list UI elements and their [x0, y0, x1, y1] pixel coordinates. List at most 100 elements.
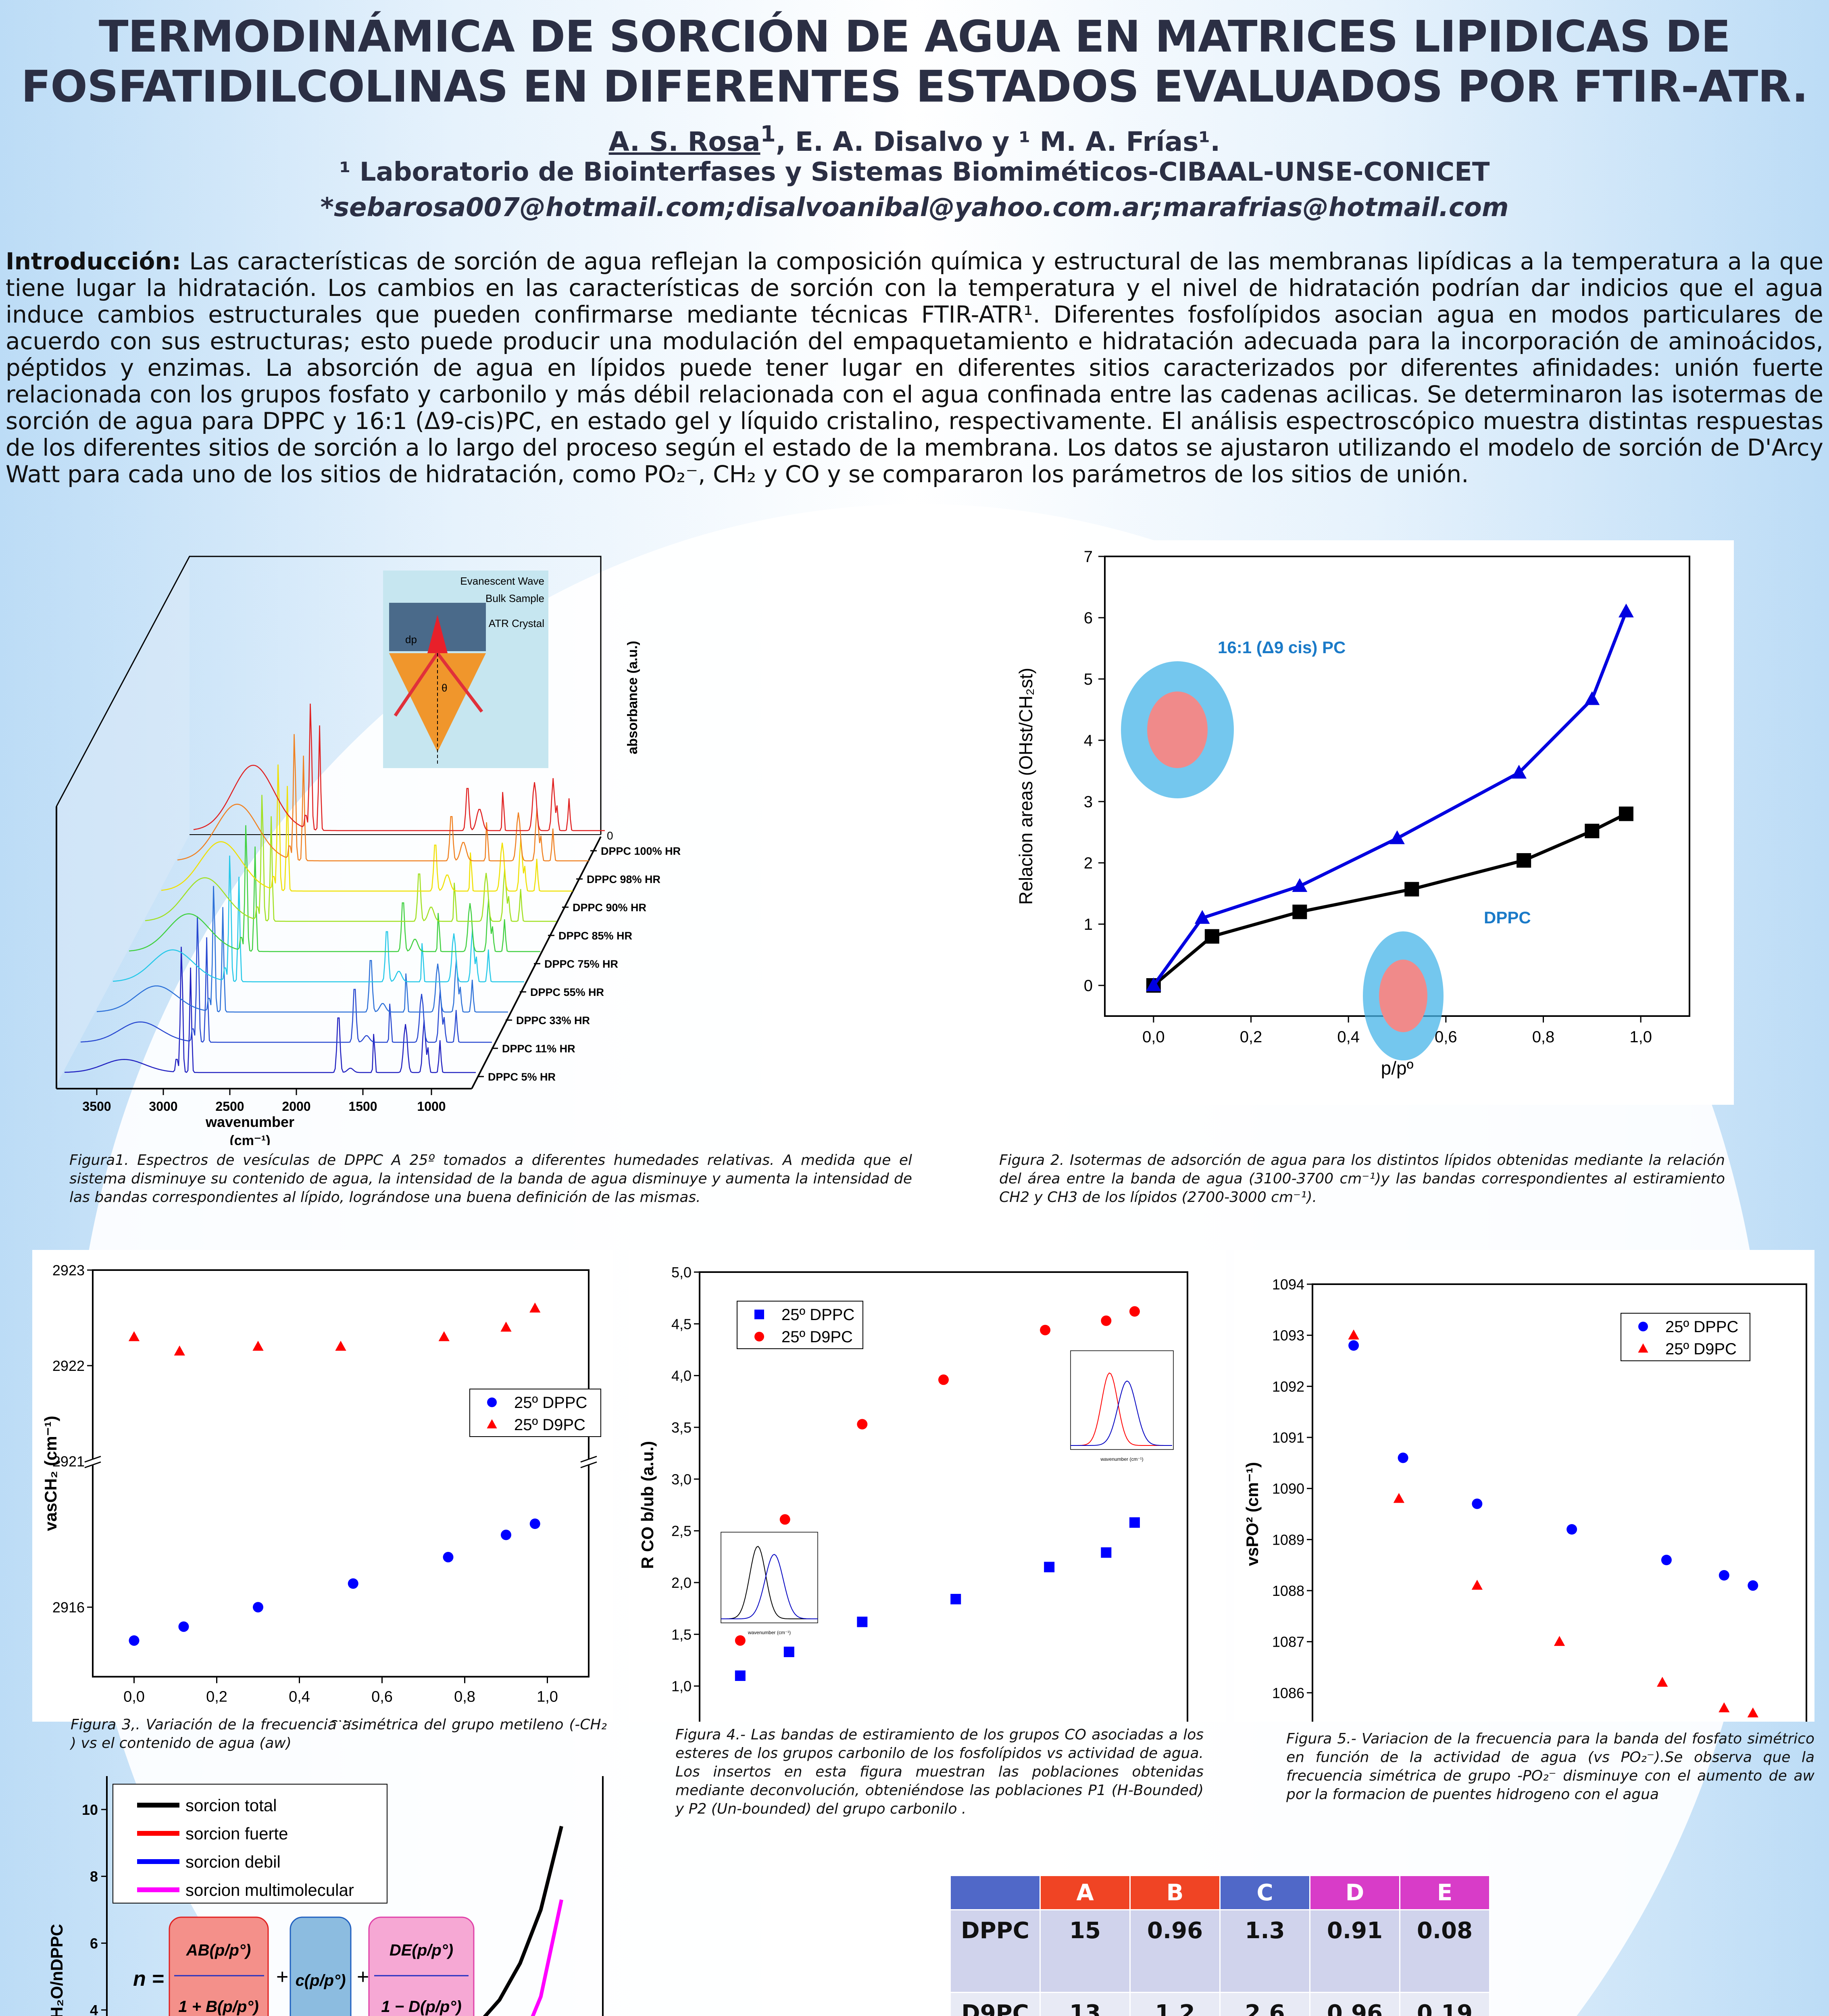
- data-point: [174, 1345, 185, 1356]
- data-point: [1204, 929, 1219, 944]
- spectrum-line: [161, 764, 573, 892]
- deconvolution-inset: wavenumber (cm⁻¹): [1070, 1350, 1174, 1462]
- equation-term2: c(p/p°): [296, 1972, 346, 1989]
- back-wall-frame: [56, 556, 602, 835]
- x-tick-label: 3500: [82, 1099, 111, 1114]
- authors-rest: , E. A. Disalvo y ¹ M. A. Frías¹.: [775, 126, 1221, 157]
- data-point: [1619, 604, 1634, 618]
- legend-label: sorcion debil: [185, 1852, 281, 1871]
- axis-break: [580, 1461, 597, 1468]
- y-tick-label: 2,0: [671, 1574, 692, 1591]
- x-axis-label: wavenumber: [205, 1114, 294, 1130]
- series-label: DPPC 85% HR: [558, 930, 632, 942]
- data-point: [1398, 1452, 1408, 1463]
- data-point: [529, 1302, 541, 1313]
- legend-marker: [1638, 1322, 1648, 1331]
- data-point: [1348, 1329, 1359, 1340]
- data-point: [500, 1321, 512, 1332]
- data-point: [253, 1602, 263, 1613]
- title-line-2: FOSFATIDILCOLINAS EN DIFERENTES ESTADOS …: [21, 62, 1808, 112]
- figure-4-dw-panel: 02468100,00,20,40,60,81,0awnH₂O/nDPPCsor…: [40, 1774, 613, 2016]
- data-point: [1554, 1636, 1565, 1646]
- annotation-dppc: DPPC: [1484, 908, 1531, 927]
- legend-label: 25º DPPC: [514, 1394, 587, 1412]
- y-tick-label: 4,0: [671, 1368, 692, 1384]
- x-tick-label: 1,0: [537, 1689, 558, 1706]
- inset-x-label: wavenumber (cm⁻¹): [1100, 1456, 1143, 1462]
- intro-label: Introducción:: [6, 248, 181, 275]
- y-tick-label: 3: [1084, 793, 1093, 811]
- series-label: DPPC 5% HR: [488, 1071, 556, 1083]
- data-point: [438, 1331, 450, 1341]
- figure-3-chart: 0,00,20,40,60,81,0awvasCH₂ (cm⁻¹)2916292…: [41, 1262, 601, 1733]
- spectrum-line: [177, 734, 589, 862]
- y-tick-label: 1091: [1272, 1429, 1304, 1446]
- table-cell: 1.2: [1129, 1992, 1221, 2016]
- spectrum-line: [145, 795, 556, 922]
- y-tick-label: 1086: [1272, 1685, 1304, 1701]
- x-axis-label: p/pº: [1381, 1058, 1414, 1079]
- series-line: [483, 1826, 563, 2016]
- equation-lhs: n =: [133, 1967, 164, 1991]
- legend-marker: [1638, 1343, 1648, 1353]
- data-point: [938, 1374, 949, 1385]
- data-point: [178, 1621, 189, 1632]
- equation-term3-box: [368, 1916, 475, 2016]
- data-point: [1719, 1702, 1730, 1712]
- legend-marker: [487, 1397, 497, 1407]
- x-tick-label: 0,0: [123, 1689, 145, 1706]
- y-tick-label: 6: [90, 1935, 98, 1951]
- y-tick-label: 4,5: [671, 1316, 692, 1332]
- equation-term1-num: AB(p/p°): [186, 1941, 251, 1959]
- table-header-d: D: [1309, 1875, 1400, 1910]
- table-body: DPPC 15 0.96 1.3 0.91 0.08 D9PC 13 1.2 2.6 0.96 0.1…: [950, 1909, 1490, 2016]
- y-tick-label: 1: [1084, 916, 1093, 933]
- data-point: [1657, 1677, 1668, 1687]
- series-label: DPPC 75% HR: [544, 958, 618, 970]
- data-point: [128, 1331, 140, 1341]
- emails: *sebarosa007@hotmail.com;disalvoanibal@y…: [320, 193, 1509, 223]
- affiliation: ¹ Laboratorio de Biointerfases y Sistema…: [339, 157, 1490, 187]
- x-tick-label: 0,6: [371, 1689, 393, 1706]
- figure-2-panel: 0 1 2 3 4 5 6 7 0,0 0,2 0,4 0,6 0,8 1,0 p/pº Relacion a…: [988, 540, 1734, 1105]
- figure-3-caption: Figura 3,. Variación de la frecuencia as…: [71, 1716, 607, 1752]
- data-point: [1129, 1517, 1140, 1528]
- figure-1-caption: Figura1. Espectros de vesículas de DPPC …: [69, 1152, 912, 1206]
- table-header-blank: [950, 1875, 1041, 1910]
- table-cell: 0.96: [1309, 1992, 1400, 2016]
- figure-1-panel: 3500 3000 2500 2000 1500 1000 wavenumber (cm⁻¹)…: [40, 548, 935, 1148]
- data-point: [1044, 1562, 1055, 1572]
- x-tick-label: 1500: [348, 1099, 377, 1114]
- figure-4-co-caption: Figura 4.- Las bandas de estiramiento de…: [675, 1727, 1204, 1817]
- data-point: [735, 1635, 746, 1646]
- figure-1-chart: 3500 3000 2500 2000 1500 1000 wavenumber (cm⁻¹)…: [56, 556, 681, 1148]
- series-label: DPPC 33% HR: [516, 1014, 590, 1027]
- y-tick-label: 1088: [1272, 1583, 1304, 1599]
- plot-frame: [106, 1776, 604, 2016]
- equation-plus-2: +: [357, 1965, 369, 1989]
- data-point: [857, 1419, 868, 1430]
- spectrum-line: [112, 855, 524, 983]
- series-label: DPPC 90% HR: [573, 902, 646, 914]
- reflected-beam: [436, 652, 483, 713]
- x-tick-label: 1,0: [1629, 1028, 1652, 1046]
- y-axis-label: nH₂O/nDPPC: [47, 1924, 66, 2016]
- table-header-c: C: [1219, 1875, 1310, 1910]
- legend-marker: [487, 1419, 497, 1429]
- data-point: [779, 1514, 790, 1525]
- table-cell: 2.6: [1219, 1992, 1310, 2016]
- data-point: [857, 1616, 868, 1627]
- data-point: [1661, 1555, 1672, 1565]
- data-point: [783, 1646, 794, 1657]
- x-tick-label: 1000: [417, 1099, 446, 1114]
- y-axis-label: vsPO² (cm⁻¹): [1243, 1462, 1262, 1566]
- x-tick-label: 0,4: [289, 1689, 310, 1706]
- legend-label: sorcion total: [185, 1796, 277, 1815]
- table-header-a: A: [1039, 1875, 1131, 1910]
- y-tick-label: 1094: [1272, 1276, 1304, 1293]
- legend-box: [469, 1389, 601, 1437]
- table-row-label: D9PC: [950, 1992, 1041, 2016]
- spectrum-line: [64, 947, 476, 1073]
- equation-plus-1: +: [276, 1965, 288, 1989]
